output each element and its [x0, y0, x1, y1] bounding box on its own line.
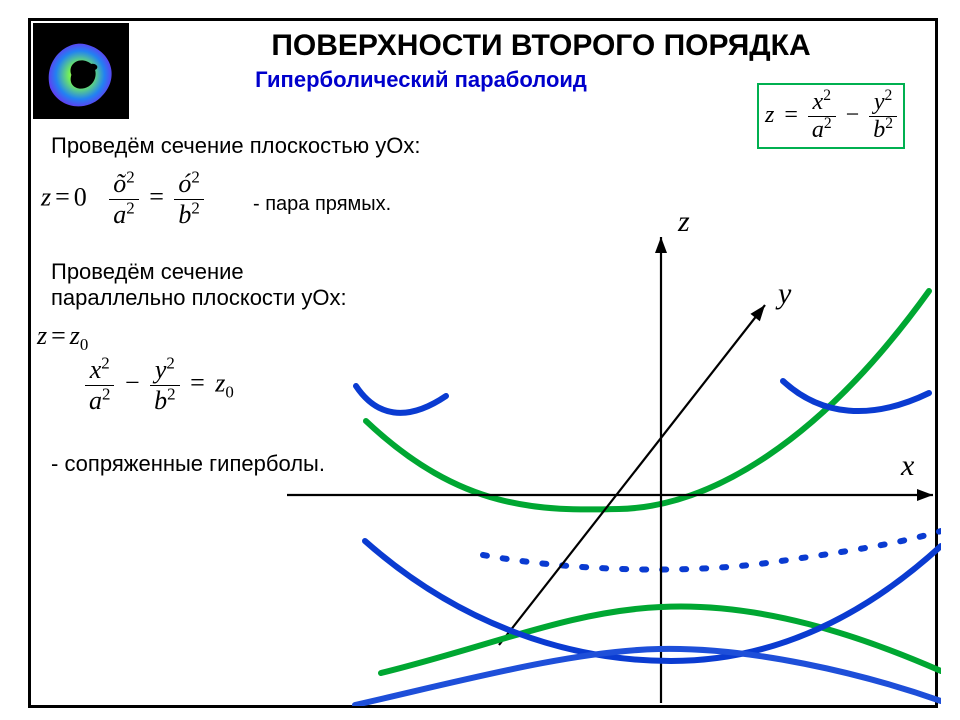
- logo-thumbnail: [33, 23, 129, 119]
- equation-z-z0: z=z0 x2a2 − y2b2 = z0: [37, 321, 234, 416]
- saddle-diagram: z y x: [261, 211, 941, 706]
- section-text-1: Проведём сечение плоскостью yОx:: [51, 133, 421, 159]
- slide-frame: ПОВЕРХНОСТИ ВТОРОГО ПОРЯДКА Гиперболичес…: [28, 18, 938, 708]
- axis-label-y: y: [778, 277, 791, 311]
- slide-title: ПОВЕРХНОСТИ ВТОРОГО ПОРЯДКА: [161, 29, 921, 63]
- main-equation-box: z = x2a2 − y2b2: [757, 83, 905, 149]
- axis-label-x: x: [901, 449, 914, 483]
- slide-subtitle: Гиперболический параболоид: [161, 67, 681, 93]
- axis-label-z: z: [678, 205, 690, 239]
- equation-z0: z=0 õ2a2 = ó2b2: [41, 169, 204, 230]
